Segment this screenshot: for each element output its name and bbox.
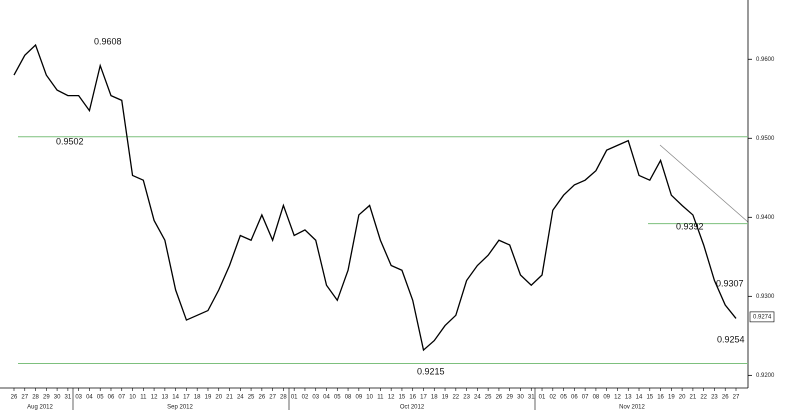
x-tick-label: 05 — [97, 395, 104, 401]
x-tick-label: 02 — [302, 395, 309, 401]
month-label: Nov 2012 — [619, 405, 645, 411]
annotation: 0.9307 — [716, 278, 744, 288]
x-tick-label: 26 — [722, 395, 729, 401]
x-tick-label: 09 — [603, 395, 610, 401]
x-tick-label: 25 — [485, 395, 492, 401]
x-tick-label: 16 — [409, 395, 416, 401]
x-tick-label: 29 — [506, 395, 513, 401]
x-tick-label: 04 — [323, 395, 330, 401]
x-tick-label: 07 — [118, 395, 125, 401]
y-tick-label: 0.9500 — [756, 136, 775, 142]
annotation: 0.9215 — [417, 366, 445, 376]
x-tick-label: 20 — [215, 395, 222, 401]
x-tick-label: 19 — [442, 395, 449, 401]
x-tick-label: 21 — [690, 395, 697, 401]
x-tick-label: 01 — [291, 395, 298, 401]
x-tick-label: 15 — [646, 395, 653, 401]
x-tick-label: 14 — [636, 395, 643, 401]
x-tick-label: 27 — [21, 395, 28, 401]
price-tag-label: 0.9274 — [753, 314, 772, 320]
x-tick-label: 22 — [700, 395, 707, 401]
month-label: Sep 2012 — [167, 405, 193, 411]
x-tick-label: 17 — [420, 395, 427, 401]
month-label: Oct 2012 — [400, 405, 425, 411]
trend-line — [659, 144, 749, 223]
x-tick-label: 08 — [345, 395, 352, 401]
x-tick-label: 14 — [172, 395, 179, 401]
annotation: 0.9254 — [717, 334, 745, 344]
x-tick-label: 05 — [560, 395, 567, 401]
x-tick-label: 18 — [194, 395, 201, 401]
x-tick-label: 23 — [711, 395, 718, 401]
x-tick-label: 11 — [377, 395, 384, 401]
x-tick-label: 27 — [733, 395, 740, 401]
x-tick-label: 27 — [269, 395, 276, 401]
y-tick-label: 0.9200 — [756, 373, 775, 379]
x-tick-label: 24 — [474, 395, 481, 401]
x-tick-label: 12 — [388, 395, 395, 401]
x-tick-label: 24 — [237, 395, 244, 401]
x-tick-label: 03 — [312, 395, 319, 401]
x-tick-label: 12 — [614, 395, 621, 401]
y-tick-label: 0.9400 — [756, 215, 775, 221]
x-tick-label: 20 — [679, 395, 686, 401]
x-tick-label: 01 — [539, 395, 546, 401]
x-tick-label: 22 — [452, 395, 459, 401]
x-tick-label: 19 — [668, 395, 675, 401]
x-tick-label: 31 — [65, 395, 72, 401]
x-tick-label: 26 — [259, 395, 266, 401]
annotation: 0.9608 — [94, 36, 122, 46]
x-tick-label: 19 — [205, 395, 212, 401]
x-tick-label: 03 — [75, 395, 82, 401]
x-tick-label: 10 — [366, 395, 373, 401]
y-tick-label: 0.9600 — [756, 57, 775, 63]
x-tick-label: 17 — [183, 395, 190, 401]
x-tick-label: 08 — [593, 395, 600, 401]
x-tick-label: 13 — [162, 395, 169, 401]
price-line — [13, 43, 737, 352]
y-tick-label: 0.9300 — [756, 294, 775, 300]
x-tick-label: 26 — [496, 395, 503, 401]
x-tick-label: 30 — [54, 395, 61, 401]
x-tick-label: 11 — [140, 395, 147, 401]
x-tick-label: 28 — [280, 395, 287, 401]
x-tick-label: 09 — [355, 395, 362, 401]
x-tick-label: 18 — [431, 395, 438, 401]
x-tick-label: 28 — [32, 395, 39, 401]
x-tick-label: 12 — [151, 395, 158, 401]
x-tick-label: 16 — [657, 395, 664, 401]
month-label: Aug 2012 — [27, 405, 53, 411]
x-tick-label: 06 — [108, 395, 115, 401]
x-tick-label: 07 — [582, 395, 589, 401]
x-tick-label: 29 — [43, 395, 50, 401]
x-tick-label: 25 — [248, 395, 255, 401]
x-tick-label: 10 — [129, 395, 136, 401]
x-tick-label: 26 — [11, 395, 18, 401]
x-tick-label: 23 — [463, 395, 470, 401]
x-tick-label: 21 — [226, 395, 233, 401]
price-tag-box — [749, 311, 775, 323]
x-tick-label: 02 — [549, 395, 556, 401]
x-tick-label: 30 — [517, 395, 524, 401]
x-tick-label: 05 — [334, 395, 341, 401]
x-tick-label: 13 — [625, 395, 632, 401]
x-tick-label: 31 — [528, 395, 535, 401]
annotation: 0.9392 — [676, 221, 704, 231]
annotation: 0.9502 — [56, 136, 84, 146]
x-tick-label: 15 — [399, 395, 406, 401]
x-tick-label: 04 — [86, 395, 93, 401]
x-tick-label: 06 — [571, 395, 578, 401]
